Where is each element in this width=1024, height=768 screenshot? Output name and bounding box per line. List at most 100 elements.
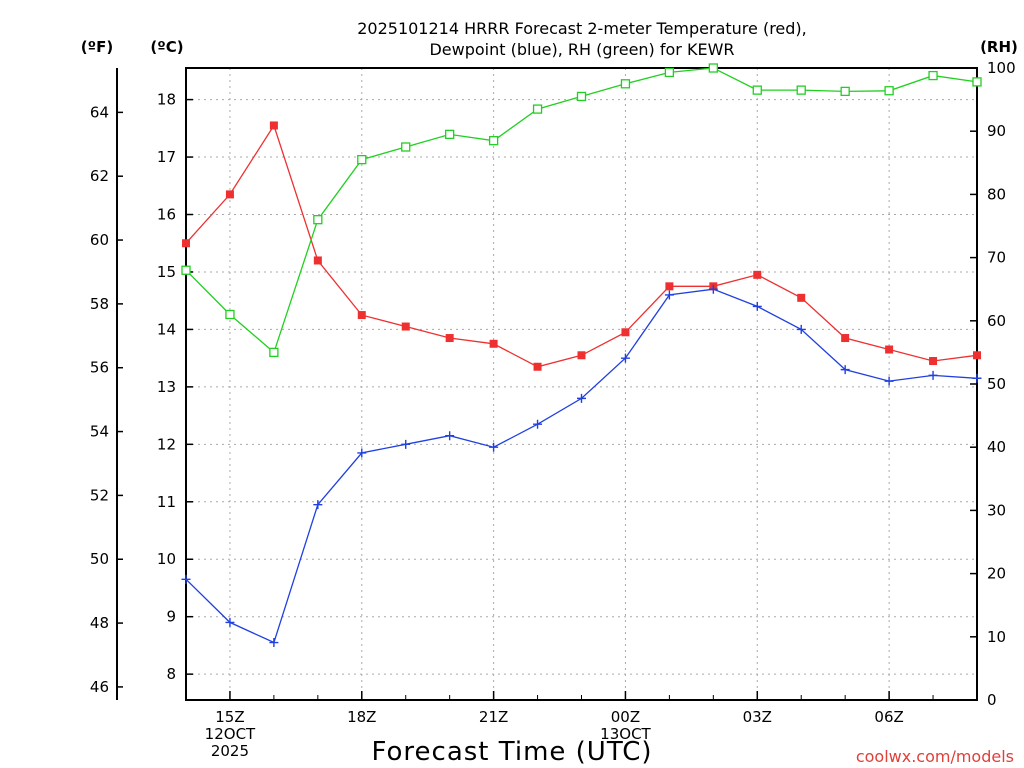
fahrenheit-unit-label: (ºF) (81, 38, 113, 56)
rh-tick-label: 20 (987, 565, 1006, 583)
chart-title-line-1: 2025101214 HRRR Forecast 2-meter Tempera… (357, 19, 807, 38)
rh-point (664, 67, 675, 78)
x-axis-title: Forecast Time (UTC) (371, 737, 652, 767)
dewpoint-point (620, 353, 630, 363)
celsius-tick-label: 11 (157, 493, 176, 511)
temperature-point (665, 282, 674, 291)
fahrenheit-tick-label: 54 (90, 423, 109, 441)
fahrenheit-tick-label: 58 (90, 295, 109, 313)
temperature-point (797, 293, 806, 302)
rh-tick-label: 30 (987, 501, 1006, 519)
rh-point (269, 347, 279, 358)
temperature-point (577, 351, 586, 360)
temperature-point (621, 328, 630, 337)
rh-point (972, 77, 982, 87)
x-tick-label: 13OCT (600, 725, 651, 743)
dewpoint-point (752, 301, 762, 311)
rh-point (225, 309, 235, 320)
rh-point (620, 79, 631, 89)
x-tick-label: 00Z (611, 708, 640, 726)
fahrenheit-tick-label: 48 (90, 614, 109, 632)
rh-line (185, 67, 978, 354)
celsius-tick-label: 15 (157, 263, 176, 281)
temperature-point (973, 351, 981, 360)
dewpoint-point (401, 439, 411, 449)
data-series (181, 63, 982, 648)
temperature-point (929, 357, 938, 366)
dewpoint-point (664, 290, 674, 300)
rh-point (752, 85, 762, 95)
temperature-point (225, 190, 234, 199)
dewpoint-point (928, 370, 938, 380)
rh-tick-label: 80 (987, 185, 1006, 203)
rh-point (796, 85, 806, 95)
dewpoint-point (357, 448, 367, 458)
x-tick-label: 15Z (215, 708, 244, 726)
x-tick-label: 2025 (211, 742, 249, 760)
x-tick-label: 12OCT (205, 725, 256, 743)
dewpoint-point (840, 365, 850, 375)
temperature-point (313, 256, 322, 265)
celsius-tick-label: 13 (157, 378, 176, 396)
rh-point (181, 265, 191, 275)
temperature-point (357, 311, 366, 320)
rh-point (401, 142, 411, 152)
fahrenheit-tick-label: 50 (90, 550, 109, 568)
rh-tick-label: 10 (987, 628, 1006, 646)
fahrenheit-tick-label: 62 (90, 167, 109, 185)
x-tick-label: 21Z (479, 708, 508, 726)
dewpoint-point (181, 574, 191, 584)
rh-point (357, 154, 367, 165)
temperature-point (885, 345, 894, 354)
rh-point (928, 70, 938, 81)
dewpoint-point (796, 324, 806, 334)
temperature-point (489, 339, 498, 348)
source-credit: coolwx.com/models (856, 747, 1014, 766)
rh-tick-label: 50 (987, 375, 1006, 393)
plot-frame (185, 67, 978, 701)
temperature-line (185, 123, 978, 368)
chart-title-line-2: Dewpoint (blue), RH (green) for KEWR (429, 40, 734, 59)
axes: 46 48 50 52 54 56 58 60 62 64 8 9 10 11 12 13 14 15 16 17 18… (90, 59, 1016, 760)
x-tick-label: 18Z (347, 708, 376, 726)
rh-point (576, 91, 587, 102)
dewpoint-point (533, 419, 543, 429)
fahrenheit-tick-label: 52 (90, 486, 109, 504)
rh-tick-label: 60 (987, 312, 1006, 330)
x-tick-label: 03Z (743, 708, 772, 726)
celsius-tick-label: 18 (157, 91, 176, 109)
rh-tick-label: 70 (987, 249, 1006, 267)
dewpoint-line (185, 288, 978, 644)
rh-tick-label: 90 (987, 122, 1006, 140)
fahrenheit-tick-label: 60 (90, 231, 109, 249)
fahrenheit-tick-label: 64 (90, 103, 109, 121)
grid-lines (186, 68, 977, 700)
dewpoint-point (269, 638, 279, 648)
rh-point (840, 86, 850, 97)
temperature-point (182, 239, 190, 248)
rh-point (532, 104, 543, 114)
dewpoint-point (489, 442, 499, 452)
temperature-point (841, 334, 850, 343)
celsius-tick-label: 9 (166, 608, 176, 626)
rh-unit-label: (RH) (980, 38, 1018, 56)
celsius-tick-label: 8 (166, 665, 176, 683)
rh-tick-label: 40 (987, 438, 1006, 456)
fahrenheit-tick-label: 56 (90, 359, 109, 377)
dewpoint-point (972, 373, 982, 383)
dewpoint-point (708, 284, 718, 294)
temperature-point (445, 334, 454, 343)
celsius-tick-label: 16 (157, 206, 176, 224)
temperature-point (401, 322, 410, 331)
dewpoint-point (225, 617, 235, 627)
temperature-point (533, 362, 542, 371)
rh-point (884, 86, 894, 96)
rh-tick-label: 0 (987, 691, 997, 709)
dewpoint-point (313, 500, 323, 510)
temperature-point (269, 121, 278, 130)
rh-point (313, 215, 323, 225)
rh-point (445, 129, 455, 140)
celsius-tick-label: 12 (157, 435, 176, 453)
celsius-tick-label: 14 (157, 320, 176, 338)
x-tick-label: 06Z (874, 708, 903, 726)
